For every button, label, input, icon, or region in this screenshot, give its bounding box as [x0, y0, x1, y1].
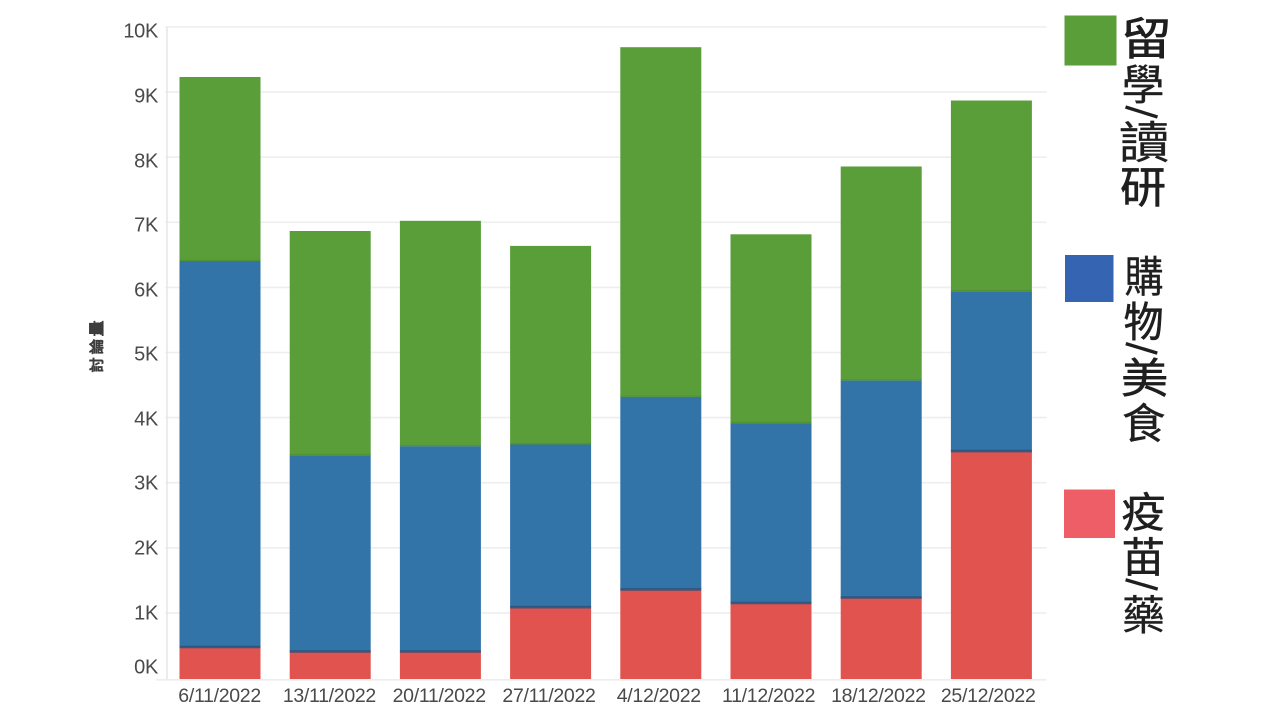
svg-text:3K: 3K — [134, 472, 159, 494]
svg-text:11/12/2022: 11/12/2022 — [722, 685, 815, 707]
svg-text:5K: 5K — [134, 343, 159, 365]
svg-text:13/11/2022: 13/11/2022 — [283, 685, 376, 707]
svg-text:20/11/2022: 20/11/2022 — [393, 685, 486, 707]
svg-text:10K: 10K — [123, 20, 159, 42]
svg-text:4K: 4K — [134, 408, 159, 430]
svg-text:8K: 8K — [134, 150, 159, 172]
svg-text:18/12/2022: 18/12/2022 — [831, 685, 926, 707]
svg-text:0K: 0K — [134, 656, 159, 678]
svg-text:25/12/2022: 25/12/2022 — [941, 685, 1036, 707]
svg-text:2K: 2K — [134, 537, 159, 559]
svg-text:6/11/2022: 6/11/2022 — [178, 685, 261, 707]
svg-text:6K: 6K — [134, 279, 159, 301]
svg-text:27/11/2022: 27/11/2022 — [502, 685, 595, 707]
svg-text:4/12/2022: 4/12/2022 — [617, 685, 701, 707]
svg-text:7K: 7K — [134, 214, 159, 236]
svg-text:1K: 1K — [134, 602, 159, 624]
svg-text:9K: 9K — [134, 85, 159, 107]
